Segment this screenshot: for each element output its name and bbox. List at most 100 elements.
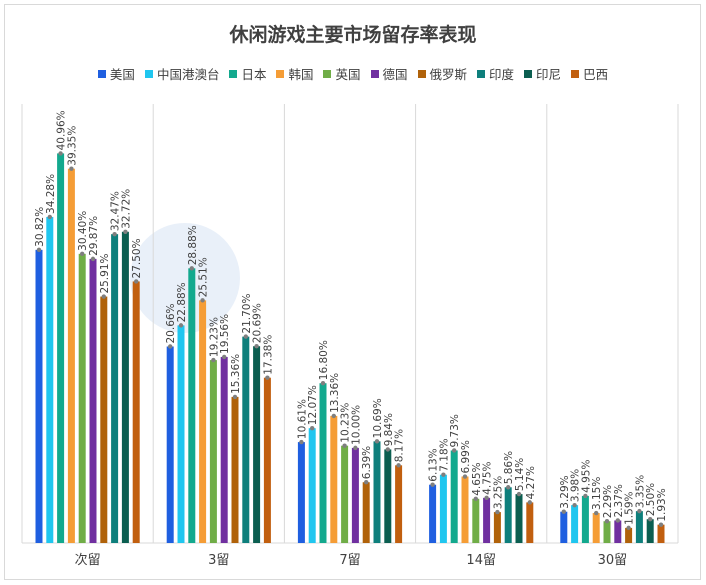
legend-label: 韩国: [288, 67, 314, 82]
legend-label: 英国: [335, 67, 361, 82]
bar-marker: [374, 439, 380, 444]
data-label: 4.65%: [471, 462, 483, 495]
data-label: 39.35%: [66, 126, 78, 166]
data-label: 5.86%: [503, 451, 515, 484]
data-label: 2.37%: [613, 484, 625, 517]
bar: [493, 512, 501, 543]
data-label: 10.61%: [296, 399, 308, 439]
data-label: 4.75%: [482, 461, 494, 494]
x-tick-label: 次留: [75, 552, 101, 568]
legend-swatch: [477, 69, 486, 78]
bar-marker: [320, 381, 326, 386]
data-label: 32.72%: [120, 189, 132, 229]
bar-marker: [658, 522, 664, 527]
data-label: 15.36%: [230, 354, 242, 394]
bar: [351, 447, 359, 543]
data-label: 29.87%: [88, 216, 100, 256]
data-label: 4.27%: [525, 466, 537, 499]
legend-swatch: [276, 69, 285, 78]
bar: [111, 234, 119, 543]
data-label: 3.35%: [634, 475, 646, 508]
data-label: 20.69%: [252, 303, 264, 343]
data-label: 22.88%: [176, 282, 188, 322]
bar-marker: [47, 214, 52, 220]
bar-marker: [90, 256, 96, 262]
bar: [57, 153, 65, 543]
legend-item: 中国港澳台: [144, 64, 219, 83]
data-label: 1.59%: [624, 491, 636, 524]
data-label: 7.18%: [438, 438, 450, 471]
bar: [614, 520, 622, 543]
bar: [429, 484, 437, 543]
bar: [362, 482, 370, 543]
legend-swatch: [323, 69, 332, 78]
data-label: 13.36%: [329, 373, 341, 413]
bar-marker: [310, 425, 315, 431]
data-label: 4.95%: [580, 460, 592, 493]
bar: [188, 268, 196, 543]
watermark-logo: [130, 223, 240, 333]
bar: [635, 511, 643, 543]
bar: [483, 497, 491, 543]
legend-label: 俄罗斯: [429, 67, 468, 82]
bar: [242, 336, 250, 543]
bar-marker: [342, 443, 347, 448]
data-label: 1.93%: [656, 488, 668, 521]
bar-marker: [495, 509, 500, 515]
bar-marker: [168, 344, 173, 349]
bar-marker: [331, 413, 336, 419]
bar: [515, 494, 523, 543]
bar: [319, 383, 327, 543]
legend-label: 巴西: [583, 67, 609, 82]
bar-marker: [101, 294, 107, 299]
legend-item: 美国: [97, 64, 135, 83]
legend-swatch: [524, 69, 533, 78]
bar: [89, 258, 97, 543]
bar-marker: [430, 482, 435, 487]
legend-swatch: [571, 69, 580, 78]
bar-marker: [506, 485, 511, 490]
data-label: 17.38%: [262, 335, 274, 375]
data-label: 25.51%: [198, 257, 210, 297]
data-label: 19.56%: [219, 314, 231, 354]
bar-marker: [353, 445, 358, 451]
bar-marker: [452, 448, 457, 453]
bar-marker: [583, 493, 588, 499]
bar: [121, 231, 129, 543]
data-label: 30.82%: [34, 207, 46, 247]
bar-marker: [364, 480, 369, 485]
bar: [341, 445, 349, 543]
data-label: 3.98%: [570, 469, 582, 502]
x-tick-label: 7留: [339, 553, 360, 568]
bar: [67, 168, 75, 543]
data-label: 30.40%: [77, 211, 89, 251]
bar: [220, 356, 228, 543]
legend-item: 印尼: [524, 64, 561, 83]
bar-marker: [572, 502, 577, 508]
bar: [625, 527, 633, 543]
data-label: 21.70%: [241, 294, 253, 334]
bar: [395, 465, 403, 543]
legend-label: 印度: [489, 67, 515, 82]
bar: [581, 495, 589, 543]
bar: [78, 253, 86, 543]
bar: [209, 360, 217, 543]
bar-marker: [594, 510, 599, 516]
bar-marker: [58, 151, 63, 156]
data-label: 10.69%: [372, 398, 384, 438]
bar: [263, 377, 271, 543]
bar: [592, 513, 600, 543]
bar-marker: [299, 439, 304, 445]
bar: [373, 441, 381, 543]
bar-marker: [637, 508, 642, 514]
bar-marker: [265, 375, 270, 380]
data-label: 19.23%: [208, 317, 220, 357]
legend-item: 印度: [477, 64, 514, 83]
data-label: 6.39%: [361, 446, 373, 479]
bar-marker: [615, 518, 620, 523]
data-label: 6.13%: [428, 448, 440, 481]
legend-swatch: [417, 69, 426, 78]
bar: [439, 474, 447, 543]
bar-marker: [178, 323, 184, 328]
bar-marker: [516, 491, 522, 497]
